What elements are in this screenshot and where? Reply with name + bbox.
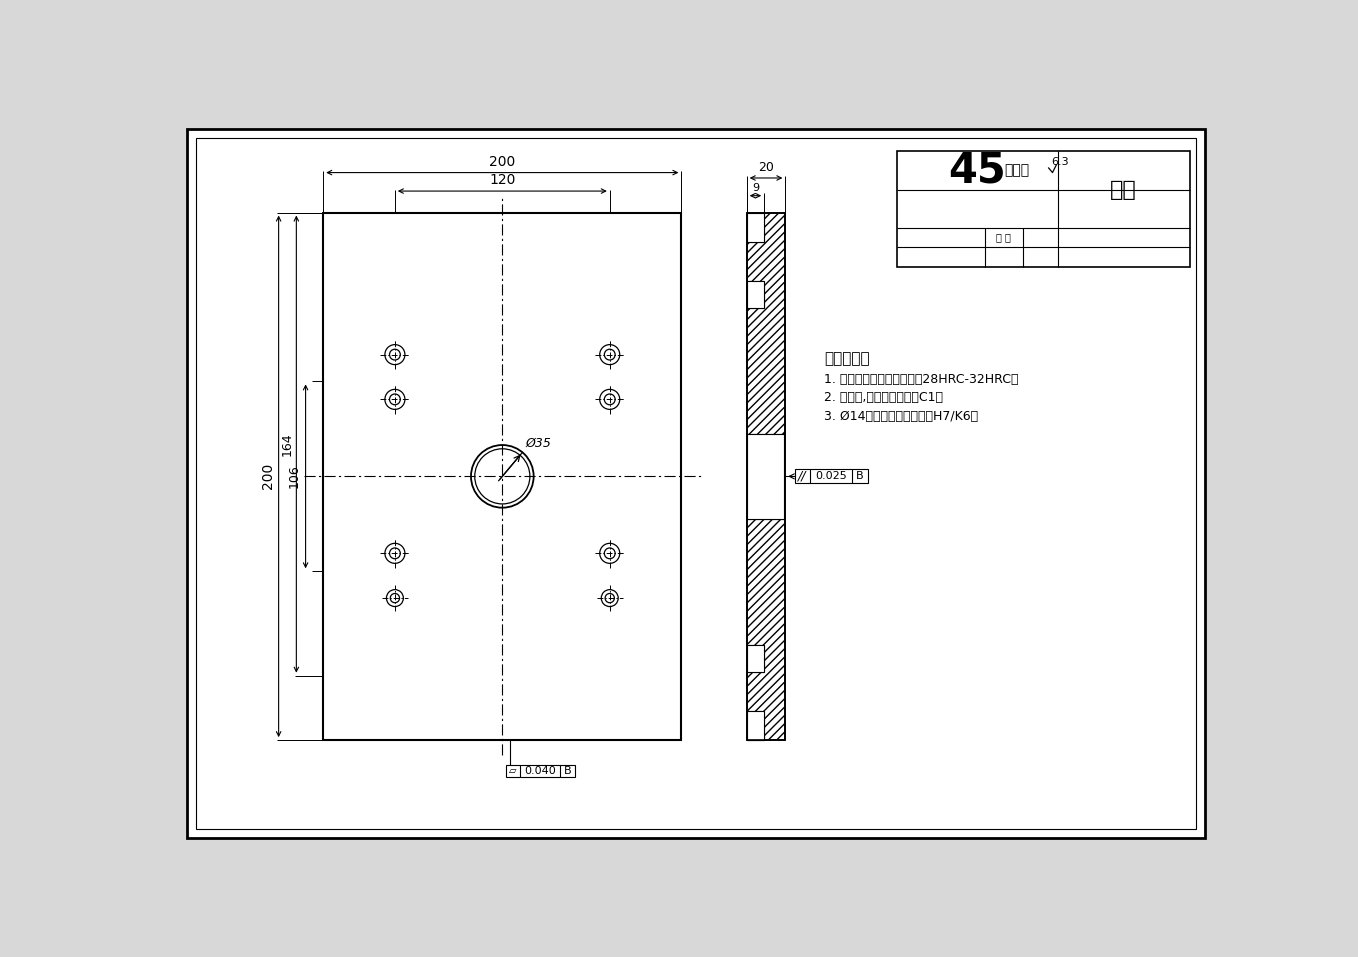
Text: Ø35: Ø35 [526, 436, 551, 449]
Bar [747, 212, 785, 740]
Bar [794, 470, 868, 483]
Text: //: // [799, 470, 807, 483]
Text: ⏥: ⏥ [509, 766, 517, 776]
Text: 6.3: 6.3 [1051, 157, 1069, 167]
Text: 2. 无毛刺,未标注的倒角为C1。: 2. 无毛刺,未标注的倒角为C1。 [824, 391, 942, 404]
Bar [747, 281, 765, 307]
Text: 其余：: 其余： [1005, 164, 1029, 177]
Text: 0.040: 0.040 [524, 766, 555, 776]
Bar [507, 765, 576, 777]
Text: 164: 164 [280, 433, 293, 456]
Text: 底板: 底板 [1111, 180, 1137, 199]
Bar [747, 212, 765, 241]
Text: 106: 106 [288, 464, 301, 488]
Text: 120: 120 [489, 173, 516, 188]
Text: 技术要求：: 技术要求： [824, 351, 869, 367]
Text: 1. 热处理：调质，表面硬度28HRC-32HRC。: 1. 热处理：调质，表面硬度28HRC-32HRC。 [824, 373, 1018, 386]
Text: 3. Ø14销钉孔与销钉配合为H7/K6。: 3. Ø14销钉孔与销钉配合为H7/K6。 [824, 410, 978, 423]
Text: 9: 9 [752, 183, 759, 192]
Text: 45: 45 [948, 149, 1006, 191]
Bar [323, 212, 682, 740]
Text: B: B [564, 766, 572, 776]
Text: B: B [856, 472, 864, 481]
Text: 200: 200 [489, 155, 516, 168]
Bar [747, 711, 765, 740]
Bar [747, 434, 784, 519]
Bar [896, 151, 1190, 267]
Text: 0.025: 0.025 [815, 472, 847, 481]
Text: 比 例: 比 例 [997, 233, 1012, 243]
Text: 200: 200 [261, 463, 274, 489]
Bar [747, 212, 785, 740]
Bar [747, 645, 765, 672]
Text: 20: 20 [758, 161, 774, 174]
